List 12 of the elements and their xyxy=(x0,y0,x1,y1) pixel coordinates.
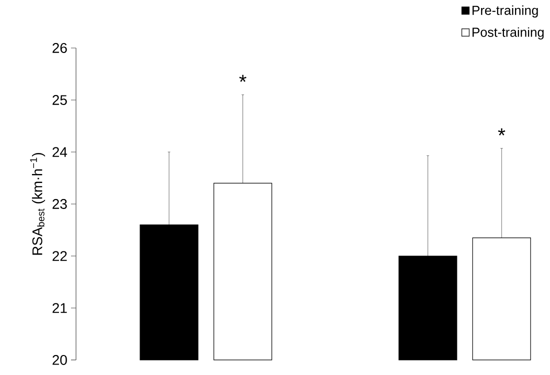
y-tick-label: 20 xyxy=(52,355,67,365)
y-axis-title: RSA$_{best}$ (km·h$^{−1}$) xyxy=(30,152,46,255)
y-tick-label: 25 xyxy=(52,95,67,105)
y-tick-label: 26 xyxy=(52,43,67,53)
annotation: * xyxy=(239,74,246,82)
legend-label: Pre-training xyxy=(472,5,538,18)
y-tick-label: 24 xyxy=(52,147,68,157)
annotation: * xyxy=(498,128,506,136)
y-tick-label: 21 xyxy=(52,303,67,313)
y-tick-label: 23 xyxy=(52,199,67,209)
y-tick-label: 22 xyxy=(52,251,67,261)
legend-label: Post-training xyxy=(472,27,544,40)
